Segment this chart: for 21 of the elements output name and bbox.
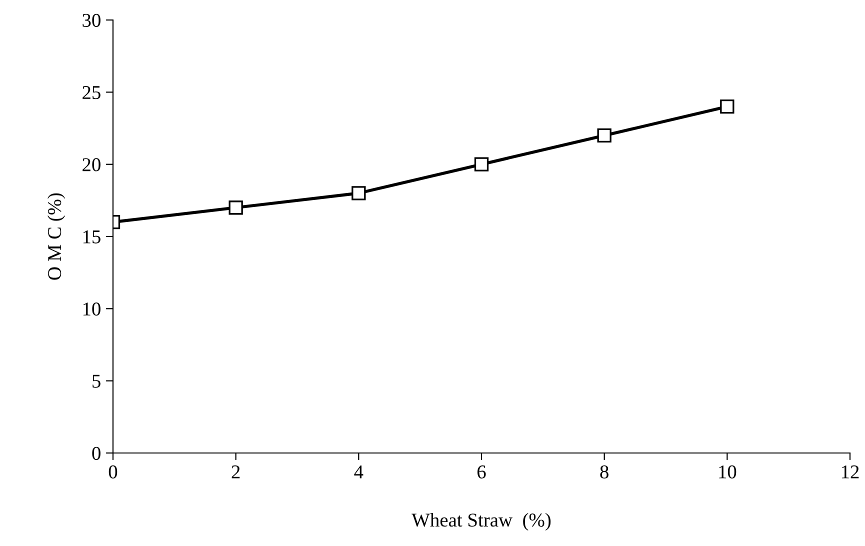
x-tick-label: 0	[108, 465, 118, 478]
x-tick-label: 4	[354, 466, 364, 478]
x-tick-label: 6	[477, 465, 486, 478]
point	[352, 186, 366, 200]
x-tick-label: 10	[719, 465, 736, 478]
x-tick-label: 8	[600, 465, 608, 478]
y-tick-label: 25	[82, 86, 100, 100]
x-axis-title: Wheat Straw (%)	[412, 512, 551, 531]
y-tick-label: 10	[83, 302, 100, 316]
y-tick-label: 5	[92, 374, 100, 388]
y-axis-title: O M C (%)	[47, 193, 66, 280]
y-tick-label: 0	[92, 446, 100, 460]
point	[474, 157, 489, 172]
x-tick-label: 12	[842, 465, 859, 478]
point	[720, 100, 734, 114]
x-tick-label: 2	[232, 465, 240, 478]
y-tick-label: 20	[82, 158, 100, 172]
y-tick-label: 30	[82, 14, 100, 27]
y-tick-label: 15	[83, 230, 100, 244]
point	[228, 200, 243, 215]
point	[597, 128, 612, 143]
